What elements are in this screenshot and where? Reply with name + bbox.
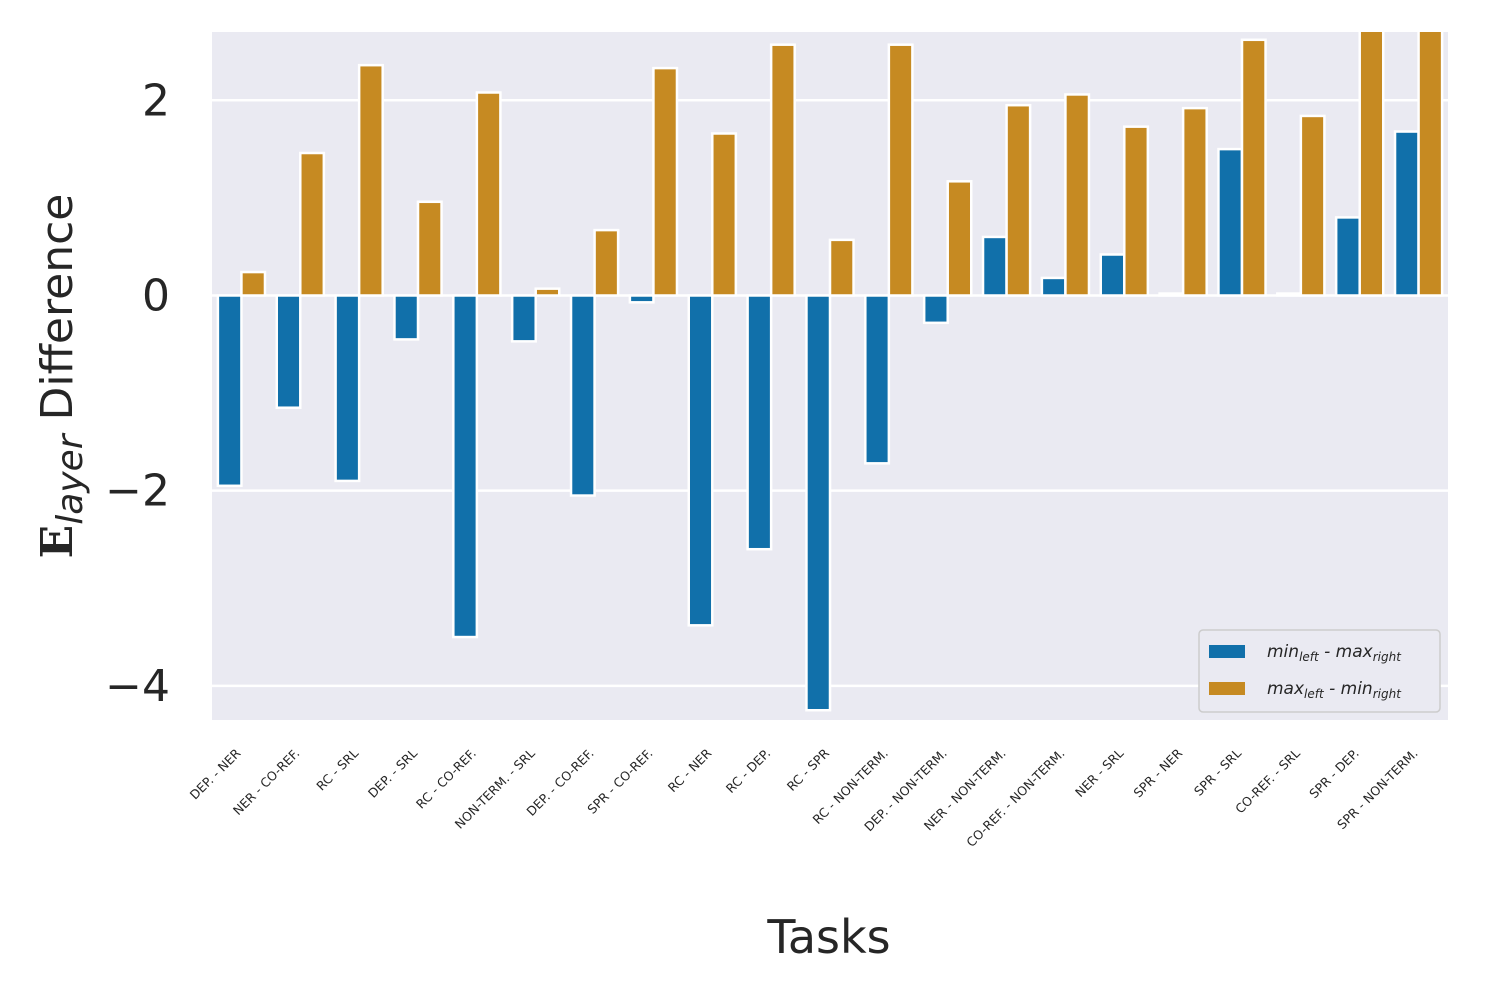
- bar-min-left-max-right-co-ref-srl: [1276, 292, 1303, 297]
- bar-max-left-min-right-dep-ner: [240, 270, 267, 297]
- bar-max-left-min-right-rc-srl: [357, 63, 384, 297]
- bar-max-left-min-right-ner-co-ref: [299, 151, 326, 297]
- bar-max-left-min-right-rc-non-term: [887, 43, 914, 297]
- bar-min-left-max-right-rc-srl: [334, 294, 361, 483]
- y-tick-label: −2: [105, 466, 170, 517]
- bar-max-left-min-right-rc-dep: [769, 43, 796, 297]
- bar-min-left-max-right-non-term-srl: [510, 294, 537, 343]
- bar-min-left-max-right-dep-srl: [393, 294, 420, 341]
- bar-min-left-max-right-spr-co-ref: [628, 294, 655, 304]
- bar-max-left-min-right-spr-dep: [1358, 32, 1385, 297]
- legend: minleft - maxright maxleft - minright: [1198, 629, 1441, 713]
- bar-max-left-min-right-dep-co-ref: [593, 228, 620, 297]
- bars: [216, 32, 1444, 712]
- y-tick-label: 0: [142, 270, 170, 321]
- bar-min-left-max-right-spr-srl: [1217, 147, 1244, 297]
- legend-label-min-left-max-right: minleft - maxright: [1267, 642, 1402, 664]
- bar-max-left-min-right-rc-co-ref: [475, 91, 502, 297]
- bar-max-left-min-right-spr-co-ref: [652, 66, 679, 297]
- bar-min-left-max-right-rc-spr: [805, 294, 832, 712]
- bar-max-left-min-right-ner-non-term: [1005, 103, 1032, 297]
- bar-min-left-max-right-rc-ner: [687, 294, 714, 627]
- bar-max-left-min-right-co-ref-srl: [1299, 114, 1326, 297]
- legend-swatch-min-left-max-right: [1209, 645, 1245, 658]
- legend-frame: [1198, 629, 1441, 713]
- y-tick-label: −4: [105, 661, 170, 712]
- y-axis-title: Elayer Difference: [32, 194, 91, 559]
- bar-max-left-min-right-spr-ner: [1181, 106, 1208, 297]
- bar-min-left-max-right-spr-non-term: [1393, 130, 1420, 297]
- bar-min-left-max-right-spr-ner: [1158, 292, 1185, 297]
- bar-max-left-min-right-dep-non-term: [946, 180, 973, 297]
- bar-min-left-max-right-rc-co-ref: [452, 294, 479, 639]
- x-axis-title: Tasks: [766, 910, 890, 964]
- bar-min-left-max-right-co-ref-non-term: [1040, 276, 1067, 297]
- y-axis-title-text: Difference: [32, 194, 83, 435]
- bar-min-left-max-right-rc-dep: [746, 294, 773, 551]
- bar-min-left-max-right-rc-non-term: [864, 294, 891, 465]
- x-tick-label-spr-dep: SPR - DEP.: [1306, 746, 1362, 802]
- bar-min-left-max-right-ner-co-ref: [275, 294, 302, 409]
- y-axis-title-subscript: layer: [50, 432, 91, 525]
- x-tick-label-ner-srl: NER - SRL: [1072, 745, 1126, 799]
- x-tick-label-rc-dep: RC - DEP.: [723, 746, 773, 796]
- bar-max-left-min-right-non-term-srl: [534, 287, 561, 297]
- x-tick-label-rc-spr: RC - SPR: [784, 745, 833, 794]
- bar-max-left-min-right-spr-non-term: [1417, 32, 1444, 297]
- x-tick-label-dep-srl: DEP. - SRL: [365, 745, 420, 800]
- legend-swatch-max-left-min-right: [1209, 682, 1245, 695]
- x-tick-label-dep-ner: DEP. - NER: [187, 745, 244, 802]
- y-tick-label: 2: [142, 75, 170, 126]
- x-tick-label-rc-srl: RC - SRL: [313, 745, 361, 793]
- bar-max-left-min-right-rc-ner: [711, 132, 738, 297]
- bar-max-left-min-right-rc-spr: [828, 238, 855, 297]
- y-axis-title-symbol: E: [32, 525, 83, 559]
- legend-label-max-left-min-right: maxleft - minright: [1267, 679, 1402, 701]
- x-tick-label-rc-co-ref: RC - CO-REF.: [413, 746, 479, 812]
- bar-min-left-max-right-dep-non-term: [922, 294, 949, 325]
- bar-min-left-max-right-ner-srl: [1099, 253, 1126, 297]
- bar-max-left-min-right-spr-srl: [1240, 38, 1267, 297]
- bar-min-left-max-right-ner-non-term: [981, 235, 1008, 297]
- x-tick-label-co-ref-non-term: CO-REF. - NON-TERM.: [963, 746, 1067, 850]
- bar-min-left-max-right-dep-co-ref: [569, 294, 596, 497]
- bar-max-left-min-right-ner-srl: [1123, 125, 1150, 297]
- bar-max-left-min-right-dep-srl: [416, 200, 443, 297]
- bar-max-left-min-right-co-ref-non-term: [1064, 93, 1091, 297]
- bar-min-left-max-right-spr-dep: [1334, 216, 1361, 297]
- x-tick-label-spr-srl: SPR - SRL: [1191, 745, 1244, 798]
- x-tick-label-rc-ner: RC - NER: [665, 745, 715, 795]
- y-tick-labels: −4 −2 0 2: [105, 75, 170, 712]
- bar-min-left-max-right-dep-ner: [216, 294, 243, 488]
- x-tick-label-spr-ner: SPR - NER: [1130, 745, 1185, 800]
